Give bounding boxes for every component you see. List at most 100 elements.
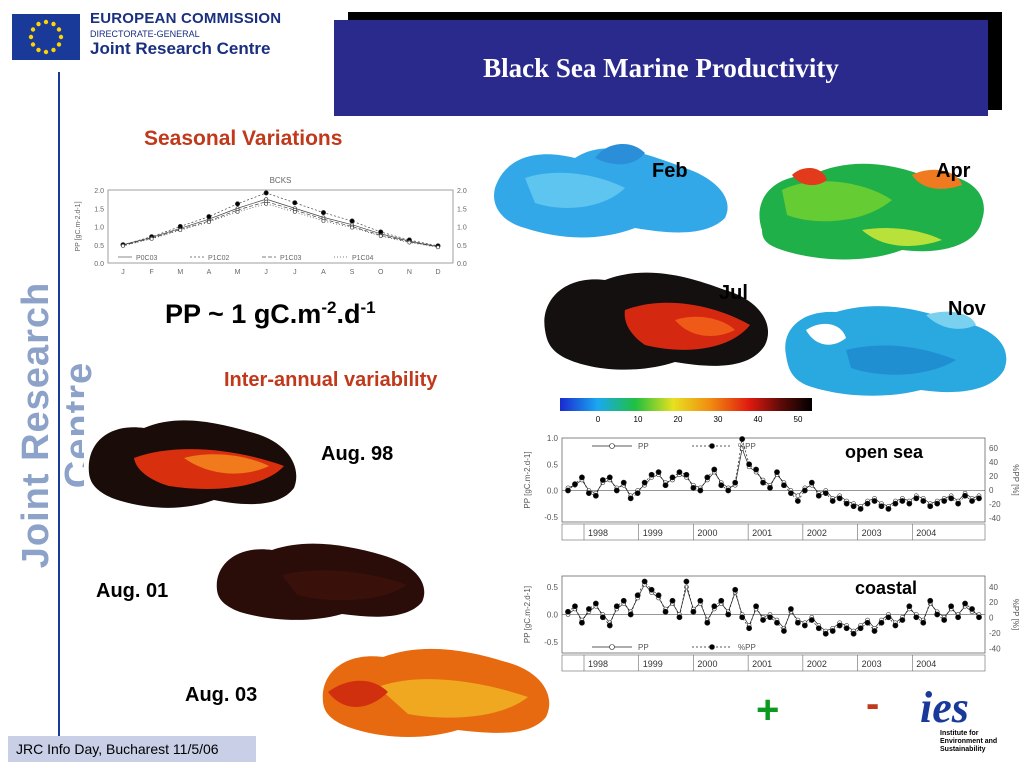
anomaly-point	[955, 500, 962, 507]
anomaly-point	[962, 600, 968, 607]
org-block: EUROPEAN COMMISSION DIRECTORATE-GENERAL …	[90, 10, 281, 59]
map-label-nov: Nov	[948, 298, 986, 320]
anomaly-ytick: -0.5	[544, 638, 558, 647]
anomaly-point	[627, 611, 634, 618]
anomaly-point	[641, 578, 648, 585]
seasonal-xtick: A	[207, 269, 212, 276]
eu-star	[43, 19, 49, 25]
anomaly-point	[808, 617, 815, 623]
anomaly-point	[606, 474, 613, 481]
anomaly-point	[864, 619, 871, 626]
eu-star	[36, 21, 41, 27]
anomaly-point	[655, 592, 662, 599]
anomaly-point	[906, 500, 913, 507]
anomaly-point	[836, 495, 843, 502]
anomaly-ytick-right: -20	[989, 629, 1001, 638]
anomaly-ytick-right: 0	[989, 614, 994, 623]
map-aug01	[212, 520, 434, 628]
seasonal-xtick: N	[407, 269, 412, 276]
anomaly-point	[718, 597, 725, 604]
seasonal-xtick: J	[264, 269, 268, 276]
year-label: 2003	[862, 659, 882, 669]
seasonal-point	[292, 210, 297, 214]
seasonal-ylabel: PP [gC.m-2.d-1]	[75, 201, 82, 251]
anomaly-point	[683, 578, 690, 585]
anomaly-point	[795, 493, 801, 499]
anomaly-point	[613, 487, 620, 494]
seasonal-series-line	[122, 198, 439, 247]
anomaly-point	[767, 614, 773, 621]
org-line-3: Joint Research Centre	[90, 39, 271, 58]
anomaly-point	[613, 603, 620, 610]
anomaly-point	[788, 606, 794, 612]
anomaly-point	[878, 503, 885, 510]
anomaly-frame	[561, 437, 986, 523]
anomaly-point	[815, 492, 822, 499]
anomaly-point	[941, 498, 948, 504]
anomaly-point	[913, 614, 920, 621]
anomaly-legend-marker	[609, 644, 615, 650]
ies-logo: ies Institute for Environment and Sustai…	[920, 686, 1020, 764]
year-label: 2000	[697, 659, 717, 669]
org-line-1: EUROPEAN COMMISSION	[90, 10, 282, 27]
anomaly-point	[739, 436, 746, 442]
anomaly-point	[927, 597, 934, 604]
anomaly-point	[669, 597, 676, 604]
anomaly-point	[850, 503, 857, 510]
seasonal-point	[350, 225, 354, 230]
seasonal-ytick-right: 1.5	[457, 206, 467, 213]
anomaly-point	[753, 603, 759, 610]
anomaly-point	[857, 505, 864, 512]
anomaly-point	[565, 487, 571, 494]
year-label: 2003	[862, 528, 882, 538]
map-aug98	[84, 388, 306, 523]
eu-star	[36, 47, 41, 53]
seasonal-point	[149, 237, 154, 241]
eu-star	[56, 42, 62, 47]
seasonal-point	[207, 220, 211, 225]
interannual-heading: Inter-annual variability	[224, 369, 438, 391]
anomaly-ytick-right: -40	[989, 644, 1001, 653]
seasonal-point	[235, 210, 240, 214]
seasonal-legend-label: P1C04	[352, 255, 374, 262]
seasonal-xtick: J	[121, 269, 125, 276]
seasonal-ytick: 0.5	[94, 243, 104, 250]
colorbar-tick: 50	[794, 415, 803, 424]
eu-star	[30, 42, 36, 47]
anomaly-point	[920, 498, 927, 504]
anomaly-point	[892, 622, 899, 629]
eu-flag-logo	[12, 14, 80, 60]
pp-formula-exp1: -2	[321, 298, 337, 317]
anomaly-point	[599, 614, 606, 621]
anomaly-point	[627, 495, 634, 502]
anomaly-point	[788, 490, 794, 497]
anomaly-point	[781, 482, 787, 489]
seasonal-ytick-right: 0.5	[457, 243, 467, 250]
anomaly-ytick-right: 40	[989, 583, 998, 592]
anomaly-ytick-right: 20	[989, 598, 998, 607]
anomaly-point	[955, 614, 962, 621]
colorbar: 0102030405060	[560, 398, 812, 424]
seasonal-ytick-right: 2.0	[457, 188, 467, 195]
ies-logo-text: ies	[920, 683, 969, 732]
anomaly-point	[746, 625, 753, 632]
map-aug03	[318, 622, 558, 750]
seasonal-xtick: D	[435, 269, 440, 276]
anomaly-point	[829, 498, 836, 504]
eu-star	[56, 27, 62, 32]
anomaly-legend-marker	[709, 644, 715, 650]
anomaly-ytick-right: 60	[989, 444, 998, 453]
anomaly-point	[899, 498, 906, 504]
ies-logo-sub3: Sustainability	[940, 746, 986, 753]
anomaly-ytick: 0.0	[547, 487, 559, 496]
seasonal-point	[436, 245, 440, 250]
anomaly-point	[579, 619, 585, 626]
coastal-label: coastal	[855, 578, 918, 598]
colorbar-tick: 30	[714, 415, 723, 424]
anomaly-ytick: 0.5	[547, 583, 559, 592]
seasonal-ytick-right: 1.0	[457, 225, 467, 232]
pp-formula-exp2: -1	[360, 298, 376, 317]
anomaly-point	[739, 614, 746, 621]
pp-formula-mid: .d	[336, 299, 361, 329]
anomaly-point	[711, 466, 718, 473]
